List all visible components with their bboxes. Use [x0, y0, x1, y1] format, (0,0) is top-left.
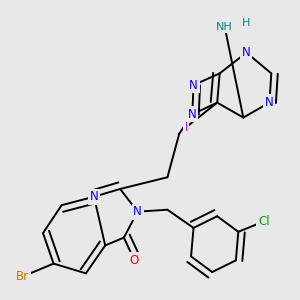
Text: N: N — [90, 190, 98, 203]
Text: Br: Br — [16, 270, 29, 283]
Text: N: N — [242, 46, 251, 59]
Text: N: N — [133, 205, 142, 218]
Text: O: O — [130, 254, 139, 267]
Text: N: N — [265, 96, 274, 109]
Text: N: N — [189, 79, 198, 92]
Text: I: I — [184, 121, 188, 134]
Text: Cl: Cl — [258, 215, 270, 228]
Text: N: N — [188, 108, 197, 121]
Text: NH: NH — [216, 22, 233, 32]
Text: H: H — [242, 18, 250, 28]
